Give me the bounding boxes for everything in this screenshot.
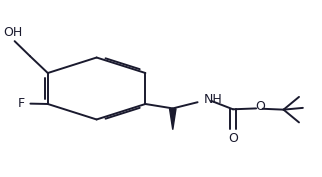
Text: O: O [228, 132, 238, 145]
Text: O: O [255, 101, 265, 113]
Polygon shape [170, 109, 176, 130]
Text: OH: OH [4, 26, 23, 39]
Text: F: F [18, 97, 25, 110]
Text: NH: NH [204, 93, 223, 106]
